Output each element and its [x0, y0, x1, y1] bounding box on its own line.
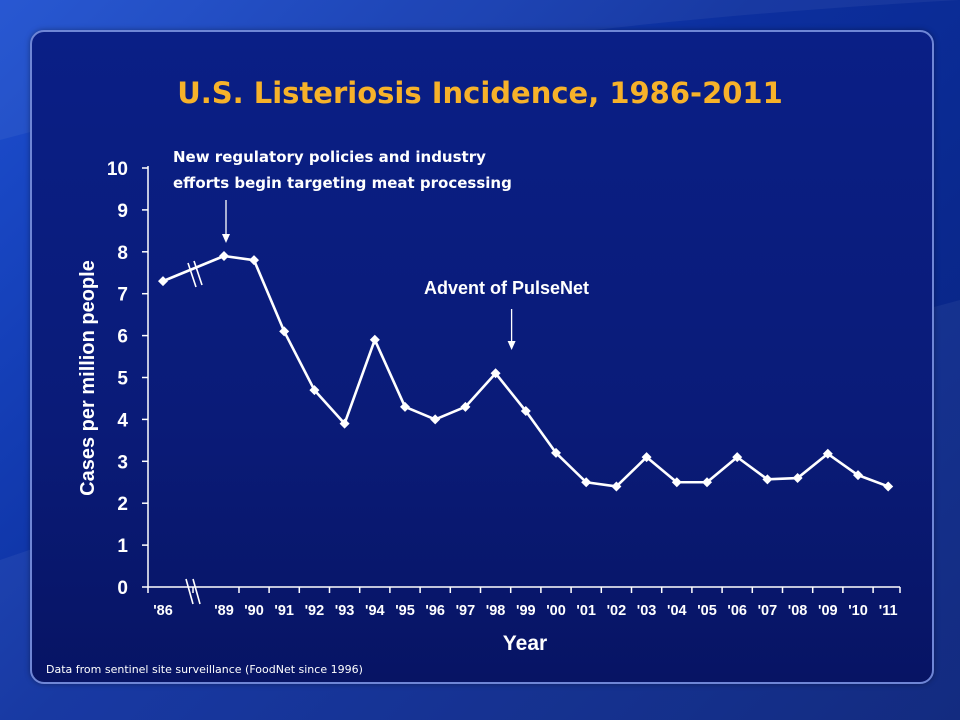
annotations: New regulatory policies and industry effo…: [173, 148, 589, 350]
axes: 0 1 2 3 4 5 6 7 8 9 10 '86 '89 '90 '91 '92 '93 '94 '95 '96 '…: [77, 159, 901, 655]
x-tick-label: '06: [727, 603, 747, 619]
data-point: [762, 474, 773, 485]
data-point: [732, 452, 743, 463]
x-tick-label: '04: [667, 603, 687, 619]
data-point: [883, 481, 894, 492]
y-tick-label: 9: [117, 201, 128, 222]
chart-panel: [30, 30, 934, 684]
data-point: [460, 401, 471, 412]
y-tick-label: 1: [117, 536, 128, 557]
x-tick-label: '08: [788, 603, 808, 619]
data-point: [400, 401, 410, 412]
data-point: [490, 368, 501, 379]
y-tick-label: 5: [117, 369, 128, 390]
x-tick-label: '07: [758, 603, 778, 619]
y-tick-label: 0: [117, 578, 128, 599]
annotation-policy-text: New regulatory policies and industry: [173, 148, 486, 166]
data-point: [339, 418, 350, 429]
x-tick-label: '95: [395, 603, 415, 619]
series-line: [162, 254, 889, 488]
data-point: [581, 477, 592, 488]
x-tick-label: '09: [818, 603, 838, 619]
data-series: [158, 250, 894, 492]
x-axis-break-mark: [185, 578, 194, 605]
annotation-pulsenet-text: Advent of PulseNet: [424, 278, 589, 298]
annotation-policy-arrowhead: [222, 234, 230, 243]
y-axis-title: Cases per million people: [77, 260, 99, 496]
x-tick-label: '11: [879, 603, 898, 619]
y-tick-label: 2: [117, 494, 128, 515]
y-tick-label: 10: [107, 159, 128, 180]
data-point: [611, 481, 622, 492]
x-tick-label: '99: [516, 603, 536, 619]
data-point: [702, 477, 712, 488]
x-tick-label: '03: [637, 603, 657, 619]
annotation-policy-text: efforts begin targeting meat processing: [173, 174, 512, 192]
x-tick-label: '89: [214, 603, 234, 619]
data-point: [309, 385, 320, 396]
data-point: [158, 276, 168, 287]
data-point: [430, 414, 441, 425]
data-point: [369, 334, 380, 345]
data-point: [671, 477, 682, 488]
data-point: [822, 448, 833, 459]
footnote: Data from sentinel site surveillance (Fo…: [46, 663, 363, 676]
x-tick-label: '91: [274, 603, 294, 619]
x-tick-label: '94: [365, 603, 385, 619]
x-tick-label: '86: [153, 603, 173, 619]
x-tick-label: '92: [305, 603, 325, 619]
x-tick-label: '01: [576, 603, 596, 619]
x-tick-label: '10: [848, 603, 868, 619]
x-axis-title: Year: [503, 632, 547, 655]
data-point: [792, 473, 803, 484]
data-point: [520, 406, 531, 417]
x-axis-break-mark: [192, 578, 201, 605]
x-tick-label: '98: [486, 603, 506, 619]
data-point: [551, 447, 561, 458]
x-tick-label: '93: [335, 603, 355, 619]
line-break-mark: [187, 262, 197, 288]
data-point: [853, 470, 863, 481]
y-tick-label: 3: [117, 452, 128, 473]
chart-title: U.S. Listeriosis Incidence, 1986-2011: [177, 76, 783, 110]
x-tick-label: '02: [607, 603, 627, 619]
x-tick-label: '05: [697, 603, 717, 619]
x-tick-label: '00: [546, 603, 566, 619]
x-tick-label: '97: [456, 603, 476, 619]
data-point: [249, 255, 259, 266]
y-tick-label: 7: [117, 285, 128, 306]
data-point: [279, 326, 290, 337]
y-tick-label: 6: [117, 327, 128, 348]
y-tick-label: 8: [117, 243, 128, 264]
data-point: [641, 452, 652, 463]
data-point: [219, 250, 229, 261]
annotation-pulsenet-arrowhead: [507, 341, 516, 350]
x-tick-label: '96: [425, 603, 445, 619]
x-tick-label: '90: [244, 603, 264, 619]
line-break-mark: [193, 260, 203, 286]
y-tick-label: 4: [117, 410, 128, 431]
